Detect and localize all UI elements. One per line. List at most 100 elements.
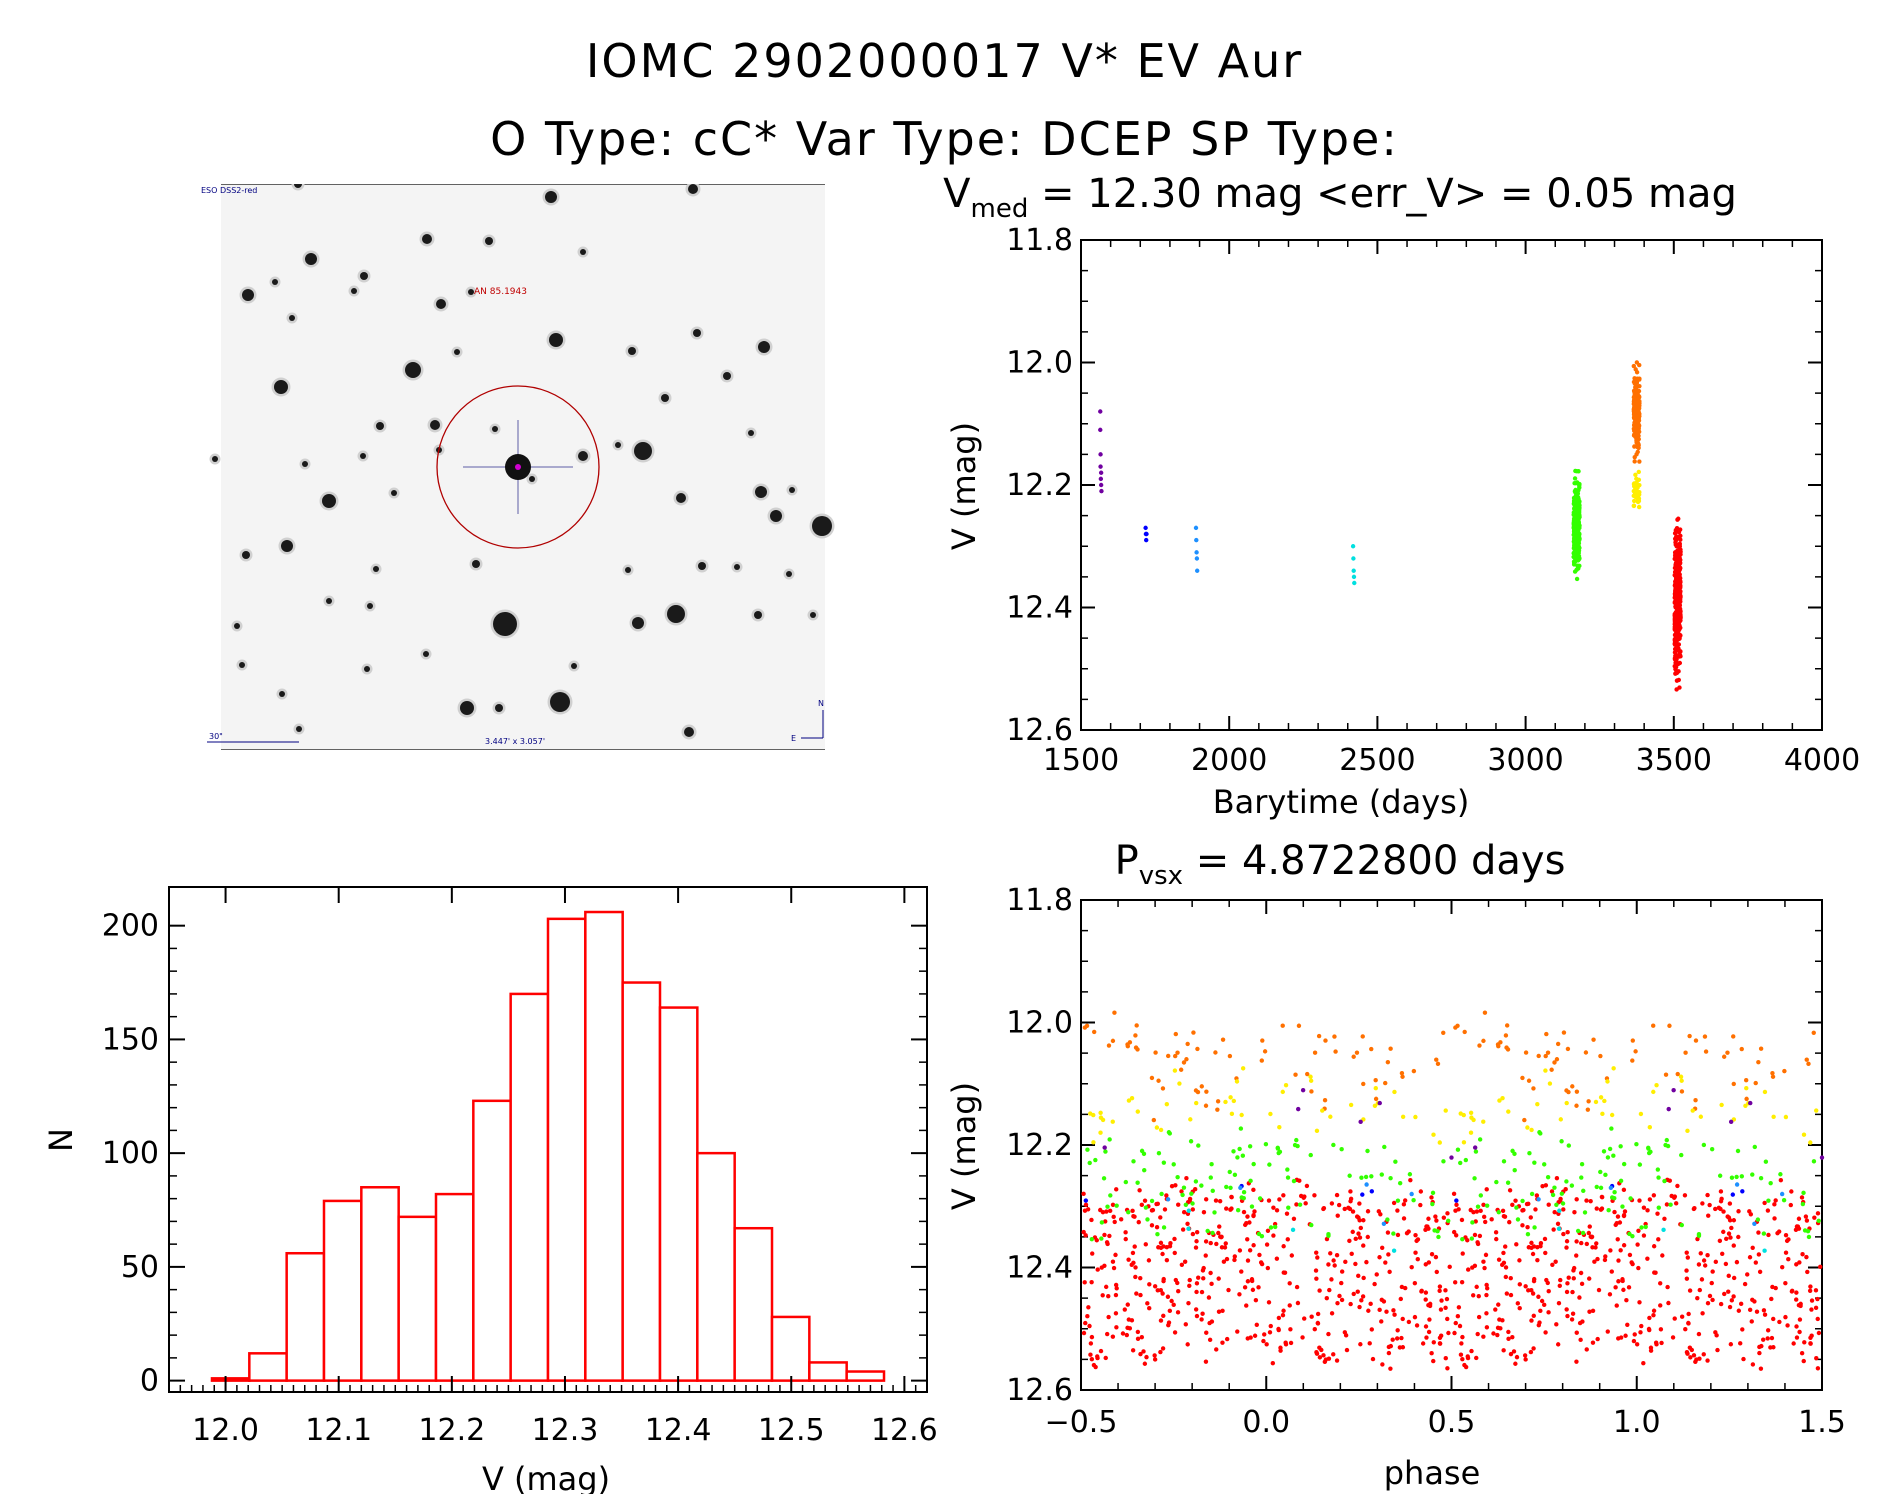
lc-point-season7 [1678, 533, 1683, 539]
ph-point-red [1484, 1282, 1489, 1288]
ph-point-red [1727, 1304, 1733, 1310]
ph-point-orange [1316, 1033, 1322, 1039]
ph-point-red [1164, 1244, 1170, 1250]
ph-point-red [1738, 1301, 1744, 1307]
ph-point-orange [1383, 1080, 1388, 1086]
ph-point-green [1532, 1160, 1537, 1165]
ph-point-red [1587, 1224, 1592, 1229]
ph-point-green [1609, 1195, 1615, 1200]
lc-point-season7 [1674, 534, 1679, 539]
ph-point-green [1560, 1201, 1566, 1206]
ph-point-green [1103, 1149, 1108, 1154]
star [492, 426, 498, 432]
ph-point-red [1243, 1222, 1248, 1228]
star [212, 456, 218, 462]
ph-point-orange [1702, 1034, 1708, 1039]
ph-point-orange [1260, 1038, 1265, 1043]
ph-point-yellow [1525, 1125, 1530, 1130]
finder-star-field [209, 184, 835, 740]
ph-point-red [1800, 1252, 1805, 1257]
ph-point-red [1413, 1232, 1418, 1238]
ph-point-red [1772, 1202, 1777, 1207]
ph-point-red [1546, 1202, 1551, 1207]
ph-point-red [1783, 1250, 1789, 1255]
ph-point-green [1581, 1188, 1586, 1194]
ph-point-green [1291, 1178, 1297, 1184]
ph-point-red [1302, 1194, 1307, 1199]
lc-point-season5 [1571, 562, 1577, 567]
ph-point-green [1545, 1174, 1551, 1180]
ph-point-red [1788, 1202, 1794, 1208]
ph-point-red [1543, 1330, 1548, 1335]
lc-point-season6b [1631, 503, 1637, 509]
ph-point-red [1460, 1334, 1465, 1340]
ph-point-red [1167, 1244, 1173, 1249]
ph-point-yellow [1543, 1068, 1548, 1073]
ph-point-red [1105, 1241, 1110, 1247]
ph-point-red [1266, 1300, 1272, 1305]
ph-point-red [1713, 1206, 1718, 1212]
ph-point-red [1564, 1245, 1569, 1250]
ph-point-red [1460, 1356, 1465, 1362]
ph-point-red [1167, 1308, 1173, 1314]
ph-point-red [1439, 1298, 1444, 1303]
star [436, 299, 446, 309]
ph-point-red [1245, 1258, 1251, 1263]
ph-point-green [1739, 1174, 1745, 1179]
ph-point-red [1138, 1275, 1143, 1281]
ph-point-orange [1585, 1107, 1591, 1112]
lc-point-season7 [1678, 649, 1683, 654]
ph-point-green [1475, 1204, 1481, 1209]
ph-point-red [1147, 1282, 1152, 1287]
ph-point-red [1285, 1237, 1290, 1242]
title-object-types: O Type: cC* Var Type: DCEP SP Type: [490, 112, 1399, 166]
ph-point-red [1726, 1231, 1732, 1236]
ph-point-red [1342, 1330, 1348, 1335]
ph-point-red [1745, 1272, 1750, 1277]
ph-point-orange [1744, 1096, 1749, 1102]
ph-point-red [1580, 1319, 1585, 1324]
lc-point-season2 [1143, 525, 1148, 531]
ph-point-red [1752, 1299, 1757, 1304]
ph-point-red [1622, 1209, 1628, 1214]
ph-point-orange [1453, 1025, 1458, 1030]
ph-point-orange [1280, 1023, 1285, 1028]
star [364, 666, 370, 672]
star [571, 663, 577, 669]
target-marker [515, 464, 521, 470]
ph-point-red [1672, 1195, 1677, 1200]
ph-point-red [1201, 1276, 1206, 1281]
ph-point-red [1298, 1193, 1304, 1199]
ph-xtick-label: 1.0 [1613, 1405, 1661, 1440]
ph-point-red [1429, 1252, 1435, 1257]
ph-point-red [1336, 1202, 1342, 1208]
ph-point-red [1356, 1215, 1361, 1220]
ph-point-orange [1084, 1023, 1090, 1029]
star [472, 560, 480, 568]
lc-title-sub: med [971, 194, 1029, 224]
lc-point-season5 [1572, 505, 1577, 510]
star [294, 184, 302, 188]
ph-point-green [1755, 1217, 1761, 1222]
ph-point-red [1662, 1216, 1667, 1221]
ph-point-cyan [1186, 1226, 1191, 1231]
ph-point-green [1630, 1233, 1635, 1239]
hist-ylabel: N [42, 1128, 80, 1152]
ph-point-cyan [1661, 1227, 1666, 1233]
ph-point-red [1697, 1287, 1703, 1293]
ph-point-red [1472, 1263, 1478, 1268]
ph-point-red [1574, 1239, 1579, 1244]
ph-point-red [1453, 1233, 1459, 1238]
ph-point-red [1815, 1211, 1821, 1216]
ph-point-red [1465, 1354, 1470, 1359]
ph-point-red [1474, 1209, 1480, 1214]
ph-point-red [1728, 1342, 1734, 1347]
star [242, 551, 250, 559]
star [684, 727, 694, 737]
ph-point-red [1426, 1329, 1432, 1335]
ph-point-green [1268, 1225, 1274, 1230]
ph-point-green [1566, 1143, 1572, 1148]
ph-point-red [1707, 1202, 1712, 1208]
ph-point-red [1217, 1224, 1222, 1229]
ph-point-yellow [1413, 1114, 1418, 1120]
